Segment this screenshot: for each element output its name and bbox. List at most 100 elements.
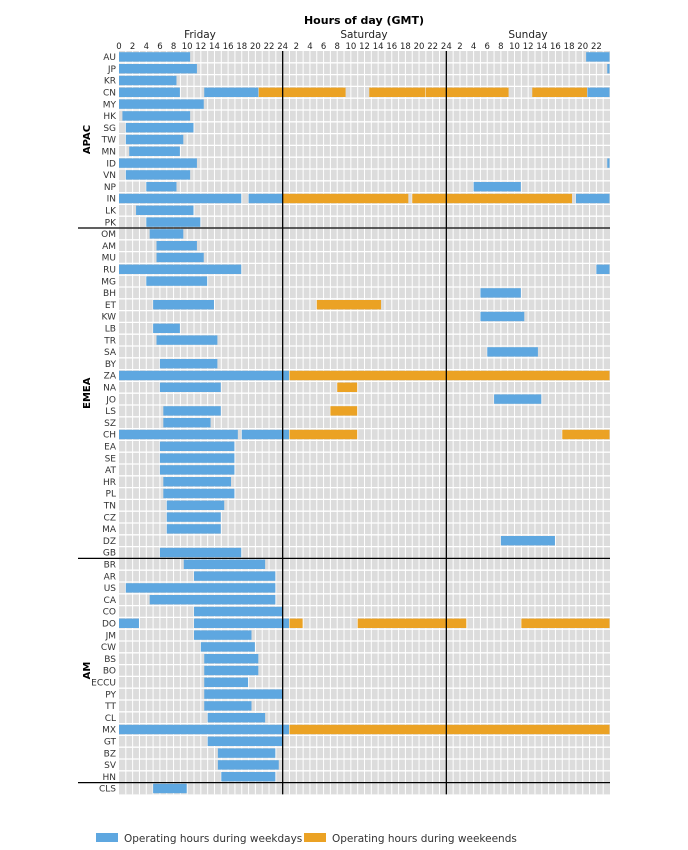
region-label: AM: [82, 662, 93, 680]
row-label: VN: [103, 171, 116, 181]
bars-layer: [119, 52, 610, 794]
bar-weekday: [119, 618, 139, 628]
row-label: OM: [101, 230, 116, 240]
bar-weekday: [159, 359, 218, 369]
hour-tick: 24: [441, 42, 452, 52]
bar-weekday: [217, 748, 276, 758]
row-label: NP: [104, 183, 117, 193]
bar-weekday: [153, 300, 214, 310]
bar-weekday: [136, 205, 194, 215]
bar-weekday: [204, 87, 259, 97]
row-label: GB: [103, 549, 116, 559]
bar-weekday: [129, 146, 180, 156]
row-label: CH: [103, 431, 116, 441]
row-label: JO: [105, 395, 116, 405]
bar-weekday: [149, 229, 184, 239]
bar-weekday: [119, 193, 242, 204]
hour-tick: 6: [485, 42, 490, 52]
hour-tick: 20: [250, 42, 261, 52]
hour-tick: 2: [457, 42, 462, 52]
row-label: CL: [105, 714, 116, 724]
bar-weekday: [125, 583, 276, 593]
bar-weekday: [221, 772, 276, 782]
row-label: LK: [105, 207, 117, 217]
hour-tick: 6: [157, 42, 162, 52]
row-label: TT: [104, 702, 116, 712]
bar-weekday: [204, 654, 259, 664]
hour-tick: 4: [307, 42, 312, 52]
hour-tick: 8: [498, 42, 503, 52]
row-label: SE: [105, 454, 117, 464]
row-label: AT: [105, 466, 116, 476]
chart-title: Hours of day (GMT): [304, 14, 424, 27]
bar-weekday: [156, 252, 204, 263]
bar-weekday: [194, 618, 289, 628]
bar-weekend: [357, 618, 467, 628]
bar-weekday: [163, 406, 221, 416]
bar-weekend: [521, 618, 610, 628]
row-label: SV: [104, 761, 117, 771]
hour-tick: 14: [209, 42, 220, 52]
bar-weekday: [241, 429, 289, 440]
bar-weekend: [289, 429, 358, 440]
hour-tick: 12: [359, 42, 370, 52]
bar-weekday: [163, 488, 235, 499]
bar-weekday: [204, 689, 283, 699]
bar-weekend: [330, 406, 358, 416]
bar-weekend: [532, 87, 587, 97]
row-label: PK: [105, 218, 117, 228]
hour-tick: 8: [171, 42, 176, 52]
row-label: ET: [105, 301, 117, 311]
row-label: LB: [105, 325, 116, 335]
dividers: [78, 51, 610, 795]
bar-weekday: [200, 642, 255, 652]
hour-tick: 14: [373, 42, 384, 52]
bar-weekday: [146, 182, 177, 192]
bar-weekday: [153, 323, 180, 333]
hour-tick: 2: [294, 42, 299, 52]
bar-weekday: [166, 500, 225, 510]
bar-weekend: [289, 370, 610, 381]
row-label: MA: [102, 525, 117, 535]
bar-weekday: [163, 418, 211, 428]
bar-weekday: [156, 241, 197, 251]
row-label: JM: [105, 631, 116, 641]
bar-weekend: [337, 382, 358, 392]
row-label: BO: [103, 667, 116, 677]
hour-tick: 8: [335, 42, 340, 52]
hour-tick: 0: [116, 42, 121, 52]
region-label: APAC: [82, 125, 93, 154]
hour-tick: 16: [386, 42, 397, 52]
row-label: SA: [104, 348, 117, 358]
row-label: MX: [102, 726, 116, 736]
row-label: AU: [103, 53, 116, 63]
bar-weekday: [159, 547, 242, 558]
bar-weekday: [217, 760, 279, 770]
row-label: TW: [101, 136, 116, 146]
bar-weekday: [119, 724, 289, 735]
hour-tick: 22: [264, 42, 275, 52]
hour-tick: 6: [321, 42, 326, 52]
row-label: DO: [102, 620, 116, 630]
row-label: KR: [104, 77, 116, 87]
hour-tick: 18: [564, 42, 575, 52]
bar-weekday: [119, 52, 191, 62]
row-label: CA: [104, 596, 117, 606]
legend-swatch-weekend: [304, 833, 326, 842]
bar-weekday: [146, 276, 208, 286]
bar-weekday: [159, 465, 235, 475]
row-label: HK: [103, 112, 117, 122]
row-label: LS: [105, 407, 116, 417]
bar-weekday: [119, 264, 242, 274]
bar-weekday: [146, 217, 201, 227]
bar-weekday: [119, 99, 204, 109]
day-label-saturday: Saturday: [340, 29, 387, 41]
hour-tick: 10: [509, 42, 520, 52]
bar-weekend: [425, 87, 509, 97]
bar-weekday: [119, 429, 238, 440]
bar-weekday: [125, 134, 184, 145]
bar-weekday: [204, 665, 259, 676]
bar-weekday: [166, 524, 221, 534]
hour-tick: 20: [414, 42, 425, 52]
